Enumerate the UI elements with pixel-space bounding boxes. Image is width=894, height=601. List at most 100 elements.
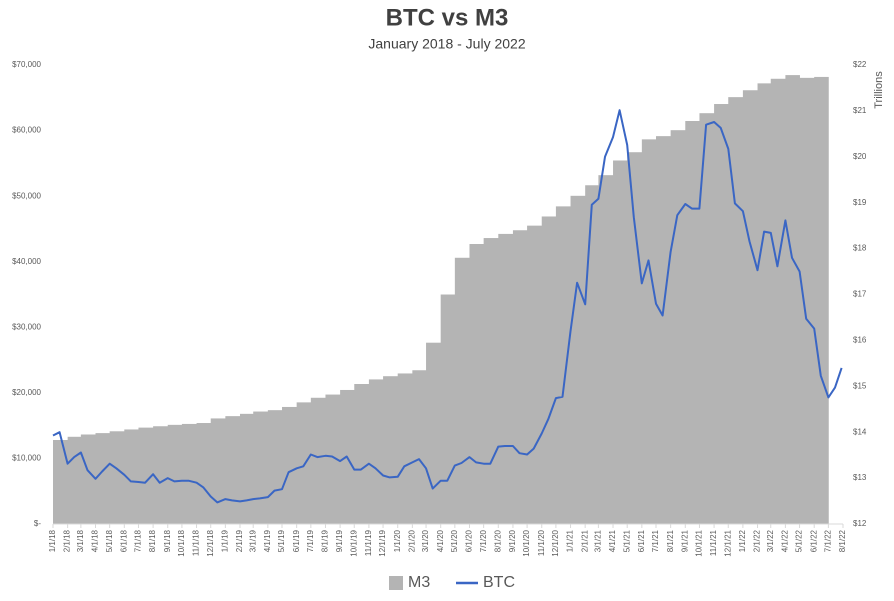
y2-tick-label: $21 — [853, 106, 867, 115]
chart-subtitle: January 2018 - July 2022 — [368, 36, 525, 52]
m3-bar — [296, 402, 312, 524]
m3-bar — [67, 436, 82, 524]
y2-tick-label: $17 — [853, 290, 867, 299]
y-tick-label: $10,000 — [12, 454, 41, 463]
m3-bar — [742, 90, 758, 525]
m3-bar — [181, 423, 197, 524]
m3-bar — [253, 411, 269, 524]
x-tick-label: 11/1/19 — [364, 529, 373, 556]
x-tick-label: 6/1/21 — [637, 529, 646, 552]
y-tick-label: $30,000 — [12, 322, 41, 331]
m3-bar — [412, 370, 427, 524]
x-tick-label: 12/1/19 — [378, 529, 387, 556]
m3-bar — [483, 238, 499, 524]
y-tick-label: $- — [34, 519, 41, 528]
x-tick-label: 12/1/20 — [551, 529, 560, 556]
y2-tick-label: $18 — [853, 244, 867, 253]
x-tick-label: 3/1/21 — [594, 529, 603, 552]
x-tick-label: 9/1/20 — [508, 529, 517, 552]
m3-bar — [53, 440, 69, 524]
m3-bar — [613, 160, 628, 525]
x-tick-label: 1/1/19 — [220, 529, 229, 552]
legend-swatch — [389, 576, 403, 590]
legend-label: BTC — [483, 574, 515, 591]
m3-bar — [267, 410, 283, 524]
x-tick-label: 2/1/19 — [235, 529, 244, 552]
m3-bar — [512, 230, 528, 525]
x-tick-label: 1/1/18 — [48, 529, 57, 552]
x-tick-label: 7/1/21 — [651, 529, 660, 552]
m3-bar — [799, 77, 815, 525]
x-tick-label: 6/1/19 — [292, 529, 301, 552]
y2-tick-label: $16 — [853, 336, 867, 345]
x-tick-label: 3/1/18 — [76, 529, 85, 552]
m3-bar — [325, 394, 341, 524]
y2-tick-label: $14 — [853, 427, 867, 436]
m3-bar — [585, 185, 599, 524]
x-tick-label: 2/1/22 — [753, 529, 762, 552]
y-tick-label: $40,000 — [12, 257, 41, 266]
x-tick-label: 5/1/20 — [450, 529, 459, 552]
chart-title: BTC vs M3 — [386, 4, 509, 31]
y-tick-label: $50,000 — [12, 191, 41, 200]
x-tick-label: 8/1/19 — [321, 529, 330, 552]
x-tick-label: 4/1/22 — [781, 529, 790, 552]
m3-bar — [282, 406, 298, 524]
x-tick-label: 12/1/21 — [723, 529, 732, 556]
x-tick-label: 4/1/21 — [608, 529, 617, 552]
x-tick-label: 10/1/19 — [349, 529, 358, 556]
y2-tick-label: $19 — [853, 198, 867, 207]
x-tick-label: 3/1/22 — [766, 529, 775, 552]
m3-bar — [239, 413, 254, 524]
m3-bar — [641, 139, 657, 524]
x-tick-label: 1/1/21 — [566, 529, 575, 552]
x-tick-label: 8/1/18 — [148, 529, 157, 552]
m3-bar — [541, 216, 557, 524]
x-tick-label: 9/1/19 — [335, 529, 344, 552]
x-tick-label: 9/1/18 — [163, 529, 172, 552]
x-tick-label: 2/1/18 — [63, 529, 72, 552]
m3-bar — [714, 104, 729, 524]
legend-label: M3 — [408, 574, 430, 591]
x-tick-label: 3/1/19 — [248, 529, 257, 552]
m3-bar — [728, 97, 744, 524]
x-tick-label: 2/1/20 — [407, 529, 416, 552]
x-tick-label: 10/1/21 — [695, 529, 704, 556]
btc-line — [52, 109, 843, 504]
m3-bar — [426, 342, 442, 524]
m3-bar — [109, 431, 125, 524]
y2-tick-label: $12 — [853, 519, 867, 528]
m3-bar — [814, 76, 829, 525]
m3-bar — [685, 120, 700, 525]
x-tick-label: 7/1/18 — [134, 529, 143, 552]
x-tick-label: 4/1/19 — [263, 529, 272, 552]
x-tick-label: 5/1/22 — [795, 529, 804, 552]
m3-bar — [153, 426, 169, 524]
m3-bar — [598, 175, 614, 524]
y-tick-label: $20,000 — [12, 388, 41, 397]
x-tick-label: 1/1/20 — [393, 529, 402, 552]
m3-bar — [440, 294, 456, 524]
m3-bar — [757, 83, 772, 525]
x-tick-label: 4/1/20 — [436, 529, 445, 552]
x-tick-label: 11/1/20 — [537, 529, 546, 556]
x-tick-label: 4/1/18 — [91, 529, 100, 552]
y2-tick-label: $15 — [853, 381, 867, 390]
x-tick-label: 8/1/21 — [666, 529, 675, 552]
x-tick-label: 7/1/22 — [823, 529, 832, 552]
m3-bar — [310, 397, 326, 524]
x-tick-label: 5/1/19 — [277, 529, 286, 552]
m3-bar — [656, 136, 672, 524]
y-tick-label: $60,000 — [12, 126, 41, 135]
x-tick-label: 1/1/22 — [738, 529, 747, 552]
x-tick-label: 10/1/18 — [177, 529, 186, 556]
m3-bar — [80, 434, 96, 524]
m3-bar — [196, 423, 212, 524]
x-tick-label: 6/1/20 — [465, 529, 474, 552]
m3-bar — [454, 257, 470, 524]
m3-bar — [469, 244, 485, 524]
x-tick-label: 5/1/21 — [622, 529, 631, 552]
m3-bar — [354, 384, 370, 524]
x-tick-label: 8/1/22 — [838, 529, 847, 552]
y2-tick-label: $22 — [853, 60, 867, 69]
